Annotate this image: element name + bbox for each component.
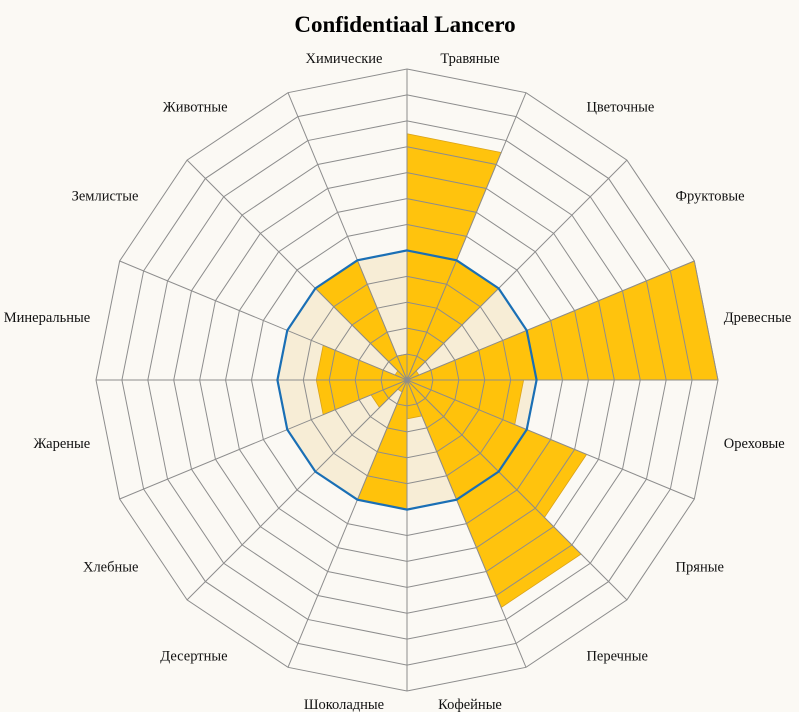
grid-spoke — [119, 379, 408, 500]
category-label: Пряные — [676, 559, 724, 575]
category-label: Цветочные — [586, 99, 654, 115]
grid-spoke — [287, 379, 408, 668]
category-label: Перечные — [586, 649, 647, 665]
reference-ring — [276, 249, 538, 511]
grid-spoke — [406, 159, 628, 381]
category-label: Ореховые — [724, 436, 785, 452]
grid-spoke — [406, 379, 695, 500]
chart-title: Confidentiaal Lancero — [294, 12, 515, 37]
grid-spoke — [406, 92, 527, 381]
grid-spoke — [406, 260, 695, 381]
category-label: Травяные — [440, 51, 499, 67]
grid-spoke — [186, 159, 408, 381]
category-label: Жареные — [34, 436, 91, 452]
category-labels: Травяные Цветочные Фруктовые Древесные Орехо… — [4, 51, 792, 712]
category-label: Фруктовые — [676, 189, 745, 205]
category-label: Минеральные — [4, 310, 90, 326]
grid-spoke — [287, 92, 408, 381]
category-label: Животные — [163, 99, 228, 115]
reference-ring-layer — [276, 249, 538, 511]
grid-spoke — [186, 379, 408, 601]
category-label: Хлебные — [83, 559, 138, 575]
category-label: Древесные — [724, 310, 792, 326]
category-label: Шоколадные — [304, 697, 384, 712]
grid-spoke — [406, 379, 628, 601]
category-label: Кофейные — [438, 697, 502, 712]
category-label: Десертные — [160, 649, 227, 665]
category-label: Химические — [306, 51, 383, 67]
grid-spoke — [119, 260, 408, 381]
grid-spoke — [406, 379, 527, 668]
grid-layer — [95, 68, 719, 692]
category-label: Землистые — [72, 189, 139, 205]
